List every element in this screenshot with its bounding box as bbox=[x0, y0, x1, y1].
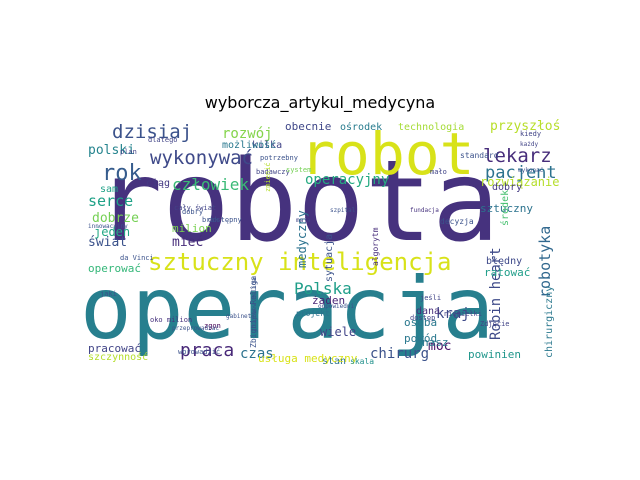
cloud-word: człowiek bbox=[172, 175, 249, 194]
cloud-word: dlatego bbox=[148, 136, 178, 144]
cloud-word: technologia bbox=[398, 122, 464, 133]
cloud-word: powód bbox=[404, 332, 437, 345]
cloud-word: ciąg bbox=[146, 178, 170, 189]
cloud-word: sztuczny inteligencja bbox=[148, 248, 451, 276]
cloud-word: cały świat bbox=[174, 204, 216, 212]
cloud-word: błędny bbox=[486, 256, 522, 267]
cloud-word: wprowadzić bbox=[178, 348, 220, 356]
cloud-word: da Vinci bbox=[120, 254, 154, 262]
cloud-word: gabinet bbox=[226, 313, 252, 320]
cloud-word: plan bbox=[120, 148, 137, 156]
cloud-word: dobrze bbox=[92, 211, 139, 226]
cloud-word: dzisiaj bbox=[112, 121, 192, 143]
cloud-word: dostęp bbox=[410, 314, 435, 322]
cloud-word: rozwiązanie bbox=[480, 175, 559, 189]
word-cloud: robota operacja robot sztuczny inteligencja… bbox=[80, 118, 560, 364]
cloud-word: powinien bbox=[468, 348, 521, 361]
cloud-word: każdy bbox=[520, 141, 538, 148]
cloud-word: moc bbox=[428, 339, 451, 354]
cloud-word: rozwój bbox=[222, 126, 273, 142]
cloud-word: mało bbox=[430, 168, 447, 176]
cloud-word: świat bbox=[88, 235, 127, 250]
cloud-word: dobry bbox=[182, 208, 203, 216]
page-title: wyborcza_artykul_medycyna bbox=[204, 93, 436, 112]
cloud-word: odpowiedni bbox=[318, 303, 355, 310]
cloud-word: chirurgiczny bbox=[544, 286, 555, 358]
cloud-word: projekt bbox=[296, 309, 330, 318]
cloud-word: pracować bbox=[88, 342, 141, 355]
cloud-word: algorytm bbox=[371, 227, 380, 266]
cloud-word: operacja bbox=[80, 259, 494, 359]
cloud-word: fundacja bbox=[410, 207, 439, 214]
cloud-word: chirurg bbox=[370, 346, 429, 362]
cloud-word: badawczy bbox=[256, 168, 290, 176]
cloud-word: medyczny bbox=[295, 210, 309, 268]
cloud-word: sam bbox=[100, 184, 118, 195]
cloud-word: kraj bbox=[436, 306, 470, 322]
cloud-word: dobry bbox=[492, 182, 522, 193]
cloud-word: niemiełki bbox=[444, 310, 482, 318]
cloud-word: jaki bbox=[100, 290, 117, 298]
cloud-word: ratować bbox=[484, 266, 530, 279]
cloud-word: system bbox=[286, 166, 311, 174]
cloud-word: pacjent bbox=[485, 163, 557, 183]
cloud-word: decyzja bbox=[440, 217, 474, 226]
cloud-word: maja bbox=[296, 217, 311, 224]
cloud-word: szpital bbox=[330, 207, 356, 214]
cloud-word: Zdjęcie bbox=[480, 320, 510, 328]
cloud-word: szczynność bbox=[88, 351, 148, 363]
cloud-word: zmienić bbox=[264, 162, 272, 192]
cloud-word: Zbigniew Religa bbox=[249, 276, 258, 348]
cloud-word: mieć bbox=[172, 235, 203, 250]
cloud-word: oko milion bbox=[150, 316, 192, 324]
cloud-word: kilka bbox=[252, 140, 282, 151]
cloud-word: kiedy bbox=[520, 130, 541, 138]
cloud-word: wykonywać bbox=[150, 147, 253, 169]
cloud-word: Polska bbox=[294, 279, 352, 298]
cloud-word: sztuczny bbox=[480, 202, 533, 215]
cloud-word: środek bbox=[499, 190, 511, 226]
cloud-word: sytuacja bbox=[324, 234, 335, 282]
cloud-word: lekarz bbox=[483, 145, 552, 167]
cloud-word: dostępny bbox=[208, 216, 242, 224]
cloud-word: milion bbox=[172, 222, 212, 235]
cloud-word: robot bbox=[300, 120, 475, 188]
cloud-word: usługa medyczny bbox=[258, 352, 358, 364]
cloud-word: operować bbox=[88, 262, 141, 275]
cloud-word: serce bbox=[88, 192, 133, 210]
cloud-word: przeprowadzać bbox=[172, 325, 219, 332]
cloud-word: wykonać bbox=[518, 167, 544, 174]
cloud-word: stan bbox=[322, 356, 346, 364]
cloud-word: skala bbox=[350, 357, 374, 364]
cloud-word: brak bbox=[202, 216, 220, 224]
cloud-word: przyszłość bbox=[490, 119, 560, 134]
cloud-word: jeden bbox=[94, 225, 130, 239]
cloud-word: jeśli bbox=[420, 294, 441, 302]
cloud-word: operacyjny bbox=[305, 172, 389, 188]
cloud-word: robotyka bbox=[536, 226, 554, 298]
cloud-word: potrzebny bbox=[260, 154, 298, 162]
cloud-word: możliwość bbox=[222, 139, 276, 151]
cloud-word: Robin heart bbox=[488, 247, 504, 340]
cloud-word: praca bbox=[180, 340, 234, 361]
cloud-word: robota bbox=[95, 137, 500, 267]
cloud-word: innowacyjny bbox=[88, 223, 128, 230]
cloud-word: ośrodek bbox=[340, 121, 382, 133]
cloud-word: osoba bbox=[404, 316, 437, 329]
cloud-word: nasz bbox=[422, 336, 449, 349]
cloud-word: czas bbox=[240, 346, 274, 362]
cloud-word: żaden bbox=[312, 294, 345, 307]
cloud-word: rok bbox=[102, 161, 142, 186]
cloud-word: polski bbox=[88, 143, 135, 158]
cloud-word: dana bbox=[416, 306, 440, 317]
cloud-word: standard bbox=[460, 151, 499, 160]
cloud-word: obecnie bbox=[285, 120, 331, 133]
cloud-word: zgon bbox=[204, 322, 221, 330]
cloud-word: wiele bbox=[320, 325, 356, 339]
cloud-word: Zbigniew Religa bbox=[251, 277, 258, 332]
